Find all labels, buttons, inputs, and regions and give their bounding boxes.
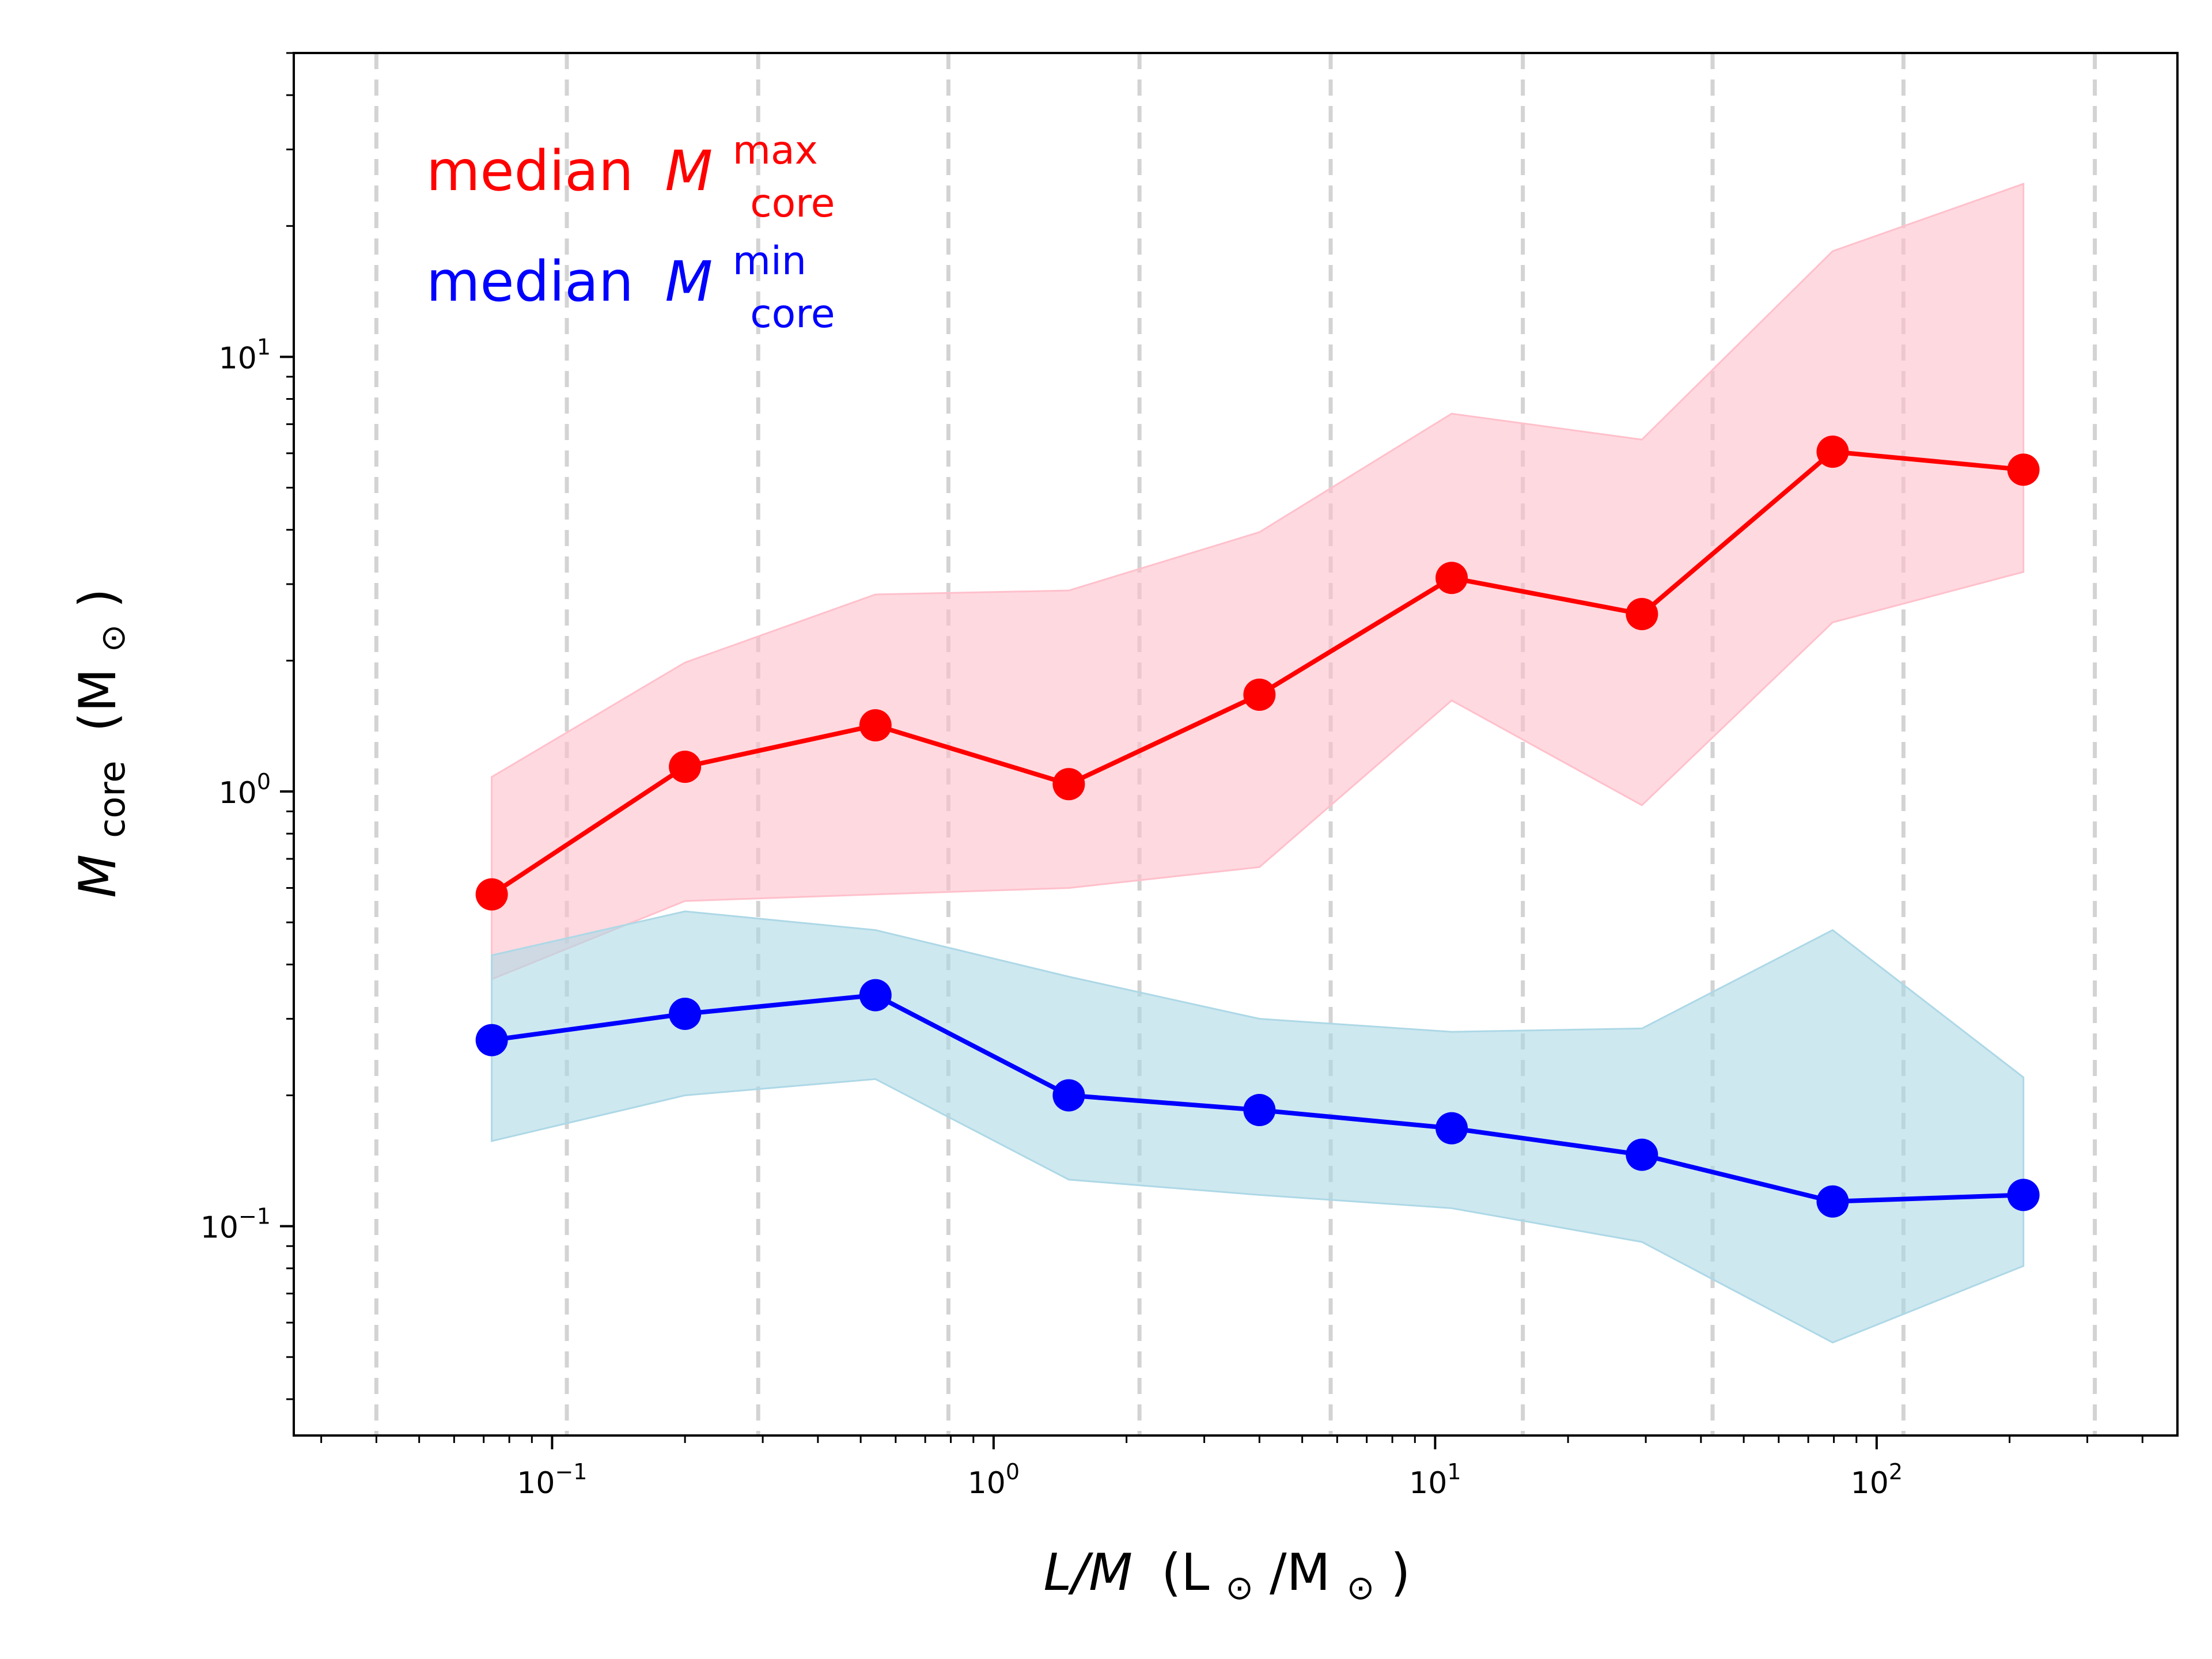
x-tick-label-3: 102 bbox=[1851, 1459, 1903, 1501]
legend-entry-max: median M max core bbox=[426, 112, 835, 226]
legend-min-superscript: min bbox=[733, 238, 806, 284]
data-point-min-4 bbox=[1243, 1094, 1276, 1127]
legend-max-subscript: core bbox=[750, 181, 835, 226]
legend-entry-min: median M min core bbox=[426, 223, 835, 337]
x-label-open: (L bbox=[1161, 1543, 1209, 1602]
y-label-open: (M bbox=[68, 668, 127, 732]
data-point-min-2 bbox=[859, 979, 892, 1012]
x-tick-exponent-2: 1 bbox=[1447, 1459, 1461, 1484]
data-point-max-0 bbox=[475, 878, 508, 911]
y-axis-label: M core (M ⊙ ) bbox=[68, 588, 137, 897]
data-point-min-1 bbox=[669, 998, 702, 1031]
min-core-range-band bbox=[491, 910, 2025, 1344]
data-point-max-1 bbox=[669, 751, 702, 783]
y-tick-exponent-0: −1 bbox=[238, 1204, 271, 1229]
legend-max-word: median bbox=[426, 139, 634, 203]
data-point-max-8 bbox=[2007, 453, 2040, 486]
legend-max-symbol: M bbox=[665, 139, 713, 203]
data-point-min-8 bbox=[2007, 1179, 2040, 1211]
y-tick-label-1: 100 bbox=[219, 769, 271, 810]
y-tick-exponent-1: 0 bbox=[257, 769, 271, 794]
data-point-min-0 bbox=[475, 1024, 508, 1056]
x-tick-base-2: 10 bbox=[1409, 1466, 1447, 1501]
x-tick-base-3: 10 bbox=[1851, 1466, 1889, 1501]
x-tick-label-0: 10−1 bbox=[517, 1459, 587, 1501]
y-tick-label-2: 101 bbox=[219, 334, 271, 376]
legend-min-subscript: core bbox=[750, 291, 835, 337]
x-tick-exponent-1: 0 bbox=[1006, 1459, 1020, 1484]
max-core-range-band bbox=[491, 183, 2025, 981]
x-tick-label-1: 100 bbox=[968, 1459, 1020, 1501]
data-point-max-4 bbox=[1243, 678, 1276, 711]
y-label-sub: core bbox=[91, 760, 133, 838]
plot-frame bbox=[293, 52, 2179, 1437]
y-tick-base-0: 10 bbox=[200, 1211, 238, 1245]
x-tick-exponent-3: 2 bbox=[1889, 1459, 1903, 1484]
axis-ticks bbox=[280, 52, 2143, 1449]
y-tick-exponent-2: 1 bbox=[257, 334, 271, 359]
x-tick-base-1: 10 bbox=[968, 1466, 1006, 1501]
data-point-max-6 bbox=[1626, 597, 1658, 630]
x-axis-label: L/M (L ⊙ /M ⊙ ) bbox=[1043, 1543, 1410, 1611]
x-label-slash: /M bbox=[1270, 1543, 1331, 1602]
x-label-sun-1: ⊙ bbox=[1225, 1568, 1253, 1607]
data-point-min-7 bbox=[1816, 1185, 1849, 1218]
data-point-min-6 bbox=[1626, 1138, 1658, 1171]
x-tick-label-2: 101 bbox=[1409, 1459, 1461, 1501]
data-point-max-3 bbox=[1052, 768, 1085, 801]
x-label-close: ) bbox=[1391, 1543, 1410, 1602]
data-point-min-3 bbox=[1052, 1079, 1085, 1112]
legend-min-symbol: M bbox=[665, 249, 713, 314]
y-tick-label-0: 10−1 bbox=[200, 1204, 271, 1245]
uncertainty-bands bbox=[491, 183, 2025, 1344]
y-label-close: ) bbox=[68, 588, 127, 608]
series-points bbox=[475, 435, 2040, 1218]
x-tick-exponent-0: −1 bbox=[555, 1459, 587, 1484]
data-point-max-5 bbox=[1435, 562, 1468, 594]
y-label-sun: ⊙ bbox=[93, 624, 132, 653]
y-tick-base-2: 10 bbox=[219, 341, 257, 376]
data-point-max-2 bbox=[859, 709, 892, 742]
data-point-max-7 bbox=[1816, 435, 1849, 468]
x-label-sun-2: ⊙ bbox=[1347, 1568, 1375, 1607]
data-point-min-5 bbox=[1435, 1112, 1468, 1145]
legend-max-superscript: max bbox=[733, 128, 818, 173]
x-label-italic: L/M bbox=[1043, 1543, 1132, 1602]
x-tick-base-0: 10 bbox=[517, 1466, 555, 1501]
y-tick-base-1: 10 bbox=[219, 776, 257, 810]
legend-min-word: median bbox=[426, 249, 634, 314]
y-label-italic: M bbox=[68, 854, 127, 898]
